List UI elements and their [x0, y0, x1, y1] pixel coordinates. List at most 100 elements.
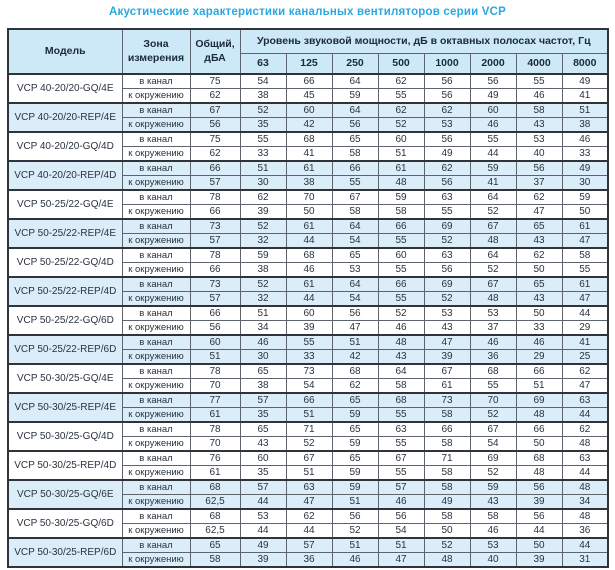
level-value: 58	[469, 508, 517, 524]
zone-label: к окружению	[121, 494, 191, 510]
level-value: 59	[331, 436, 379, 452]
table-row-to-surroundings: к окружению 66 39 50 58 58 55 52 47 50	[8, 204, 609, 220]
level-value: 60	[239, 450, 287, 466]
level-value: 33	[285, 349, 333, 365]
level-value: 49	[469, 88, 517, 104]
level-value: 52	[469, 204, 517, 220]
zone-label: к окружению	[121, 523, 191, 539]
zone-label: в канал	[121, 334, 191, 350]
model-name: VCP 50-25/22-GQ/4D	[7, 247, 123, 278]
table-row-in-duct: VCP 40-20/20-GQ/4D в канал 75 55 68 65 60 56 55 5…	[7, 131, 609, 162]
level-value: 67	[469, 218, 517, 234]
level-value: 53	[423, 117, 471, 133]
level-value: 52	[423, 233, 471, 249]
level-value: 36	[469, 349, 517, 365]
model-name: VCP 40-20/20-GQ/4E	[7, 73, 123, 104]
level-value: 38	[561, 117, 609, 133]
level-value: 55	[377, 436, 425, 452]
level-value: 48	[515, 465, 563, 481]
level-value: 66	[377, 276, 425, 292]
total-dba-value: 62,5	[189, 494, 241, 510]
level-value: 66	[285, 73, 333, 89]
table-row-in-duct: VCP 50-30/25-REP/6D в канал 65 49 57 51 51 52 53…	[7, 537, 609, 568]
zone-label: к окружению	[121, 349, 191, 365]
level-value: 33	[561, 146, 609, 162]
level-value: 46	[331, 552, 379, 568]
model-name: VCP 50-30/25-GQ/4D	[7, 421, 123, 452]
level-value: 64	[331, 102, 379, 118]
level-value: 46	[469, 523, 517, 539]
level-value: 58	[331, 204, 379, 220]
level-value: 47	[285, 494, 333, 510]
level-value: 57	[239, 392, 287, 408]
level-value: 49	[561, 73, 609, 89]
freq-header-500: 500	[377, 52, 425, 75]
level-value: 55	[469, 131, 517, 147]
level-value: 58	[331, 146, 379, 162]
level-value: 51	[377, 537, 425, 553]
level-value: 52	[469, 262, 517, 278]
level-value: 68	[469, 363, 517, 379]
zone-label: к окружению	[121, 407, 191, 423]
zone-label: к окружению	[121, 204, 191, 220]
level-value: 46	[239, 334, 287, 350]
level-value: 37	[469, 320, 517, 336]
model-name: VCP 40-20/20-REP/4E	[7, 102, 123, 133]
level-value: 47	[377, 552, 425, 568]
level-value: 56	[515, 479, 563, 495]
level-value: 58	[515, 102, 563, 118]
table-row-in-duct: VCP 40-20/20-GQ/4E в канал 75 54 66 64 62 56 56 5…	[7, 73, 609, 104]
level-value: 44	[561, 407, 609, 423]
level-value: 44	[285, 233, 333, 249]
level-value: 64	[377, 363, 425, 379]
level-value: 58	[561, 247, 609, 263]
level-value: 60	[285, 305, 333, 321]
level-value: 64	[331, 73, 379, 89]
level-value: 53	[239, 508, 287, 524]
level-value: 58	[423, 436, 471, 452]
model-group: VCP 50-25/22-GQ/4E в канал 78 62 70 67 59 63 64 6…	[7, 189, 609, 220]
model-name: VCP 50-25/22-GQ/4E	[7, 189, 123, 220]
zone-label: в канал	[121, 392, 191, 408]
total-dba-value: 75	[189, 131, 241, 147]
level-value: 57	[239, 479, 287, 495]
table-row-in-duct: VCP 50-25/22-REP/4E в канал 73 52 61 64 66 69 67…	[7, 218, 609, 249]
level-value: 66	[515, 363, 563, 379]
page-title: Акустические характеристики канальных ве…	[108, 6, 507, 18]
total-dba-value: 57	[189, 291, 241, 307]
total-dba-value: 66	[189, 262, 241, 278]
level-value: 67	[469, 421, 517, 437]
level-value: 46	[515, 334, 563, 350]
level-value: 66	[423, 421, 471, 437]
table-row-in-duct: VCP 50-30/25-GQ/6E в канал 68 57 63 59 57 58 59 5…	[7, 479, 609, 510]
level-value: 62	[423, 160, 471, 176]
level-value: 46	[469, 117, 517, 133]
level-value: 50	[561, 204, 609, 220]
total-dba-value: 68	[189, 479, 241, 495]
table-row-to-surroundings: к окружению 56 35 42 56 52 53 46 43 38	[8, 117, 609, 133]
level-value: 67	[331, 189, 379, 205]
level-value: 73	[285, 363, 333, 379]
table-row-to-surroundings: к окружению 57 30 38 55 48 56 41 37 30	[8, 175, 609, 191]
level-value: 38	[239, 378, 287, 394]
freq-header-4000: 4000	[515, 52, 563, 75]
level-value: 43	[423, 320, 471, 336]
level-value: 58	[423, 465, 471, 481]
freq-header-63: 63	[239, 52, 287, 75]
level-value: 66	[285, 392, 333, 408]
level-value: 44	[239, 523, 287, 539]
level-value: 46	[285, 262, 333, 278]
level-value: 33	[515, 320, 563, 336]
level-value: 48	[561, 479, 609, 495]
level-value: 62	[561, 363, 609, 379]
level-value: 54	[469, 436, 517, 452]
level-value: 44	[285, 523, 333, 539]
level-value: 31	[561, 552, 609, 568]
model-group: VCP 50-30/25-REP/4E в канал 77 57 66 65 68 73 70…	[7, 392, 609, 423]
zone-column-header: Зона измерения	[121, 28, 191, 75]
model-group: VCP 50-30/25-REP/4D в канал 76 60 67 65 67 71 69…	[7, 450, 609, 481]
table-row-in-duct: VCP 40-20/20-REP/4D в канал 66 51 61 66 61 62 59…	[7, 160, 609, 191]
level-value: 51	[239, 160, 287, 176]
level-value: 46	[515, 88, 563, 104]
level-value: 56	[423, 131, 471, 147]
